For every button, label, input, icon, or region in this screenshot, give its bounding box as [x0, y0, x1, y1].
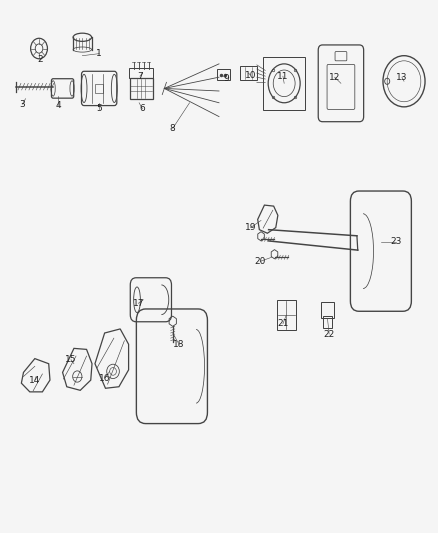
- Text: 5: 5: [96, 104, 102, 114]
- Text: 1: 1: [96, 49, 102, 58]
- Text: 23: 23: [390, 237, 401, 246]
- Text: 8: 8: [170, 124, 176, 133]
- Text: 16: 16: [99, 374, 110, 383]
- Text: 19: 19: [245, 223, 256, 232]
- Text: 15: 15: [65, 355, 77, 364]
- Text: 18: 18: [173, 340, 185, 349]
- Text: 11: 11: [277, 71, 289, 80]
- Text: 20: 20: [254, 257, 266, 266]
- Text: 10: 10: [245, 71, 256, 79]
- Text: 14: 14: [29, 376, 41, 385]
- Text: 4: 4: [56, 101, 61, 110]
- Text: 21: 21: [277, 319, 289, 328]
- Text: 13: 13: [396, 72, 408, 82]
- Text: 22: 22: [324, 329, 335, 338]
- Text: 17: 17: [133, 299, 144, 308]
- Text: 3: 3: [19, 100, 25, 109]
- Text: 2: 2: [38, 55, 43, 64]
- Text: 6: 6: [140, 104, 145, 114]
- Text: 12: 12: [329, 72, 340, 82]
- Text: 7: 7: [137, 71, 143, 80]
- Text: 9: 9: [224, 74, 230, 83]
